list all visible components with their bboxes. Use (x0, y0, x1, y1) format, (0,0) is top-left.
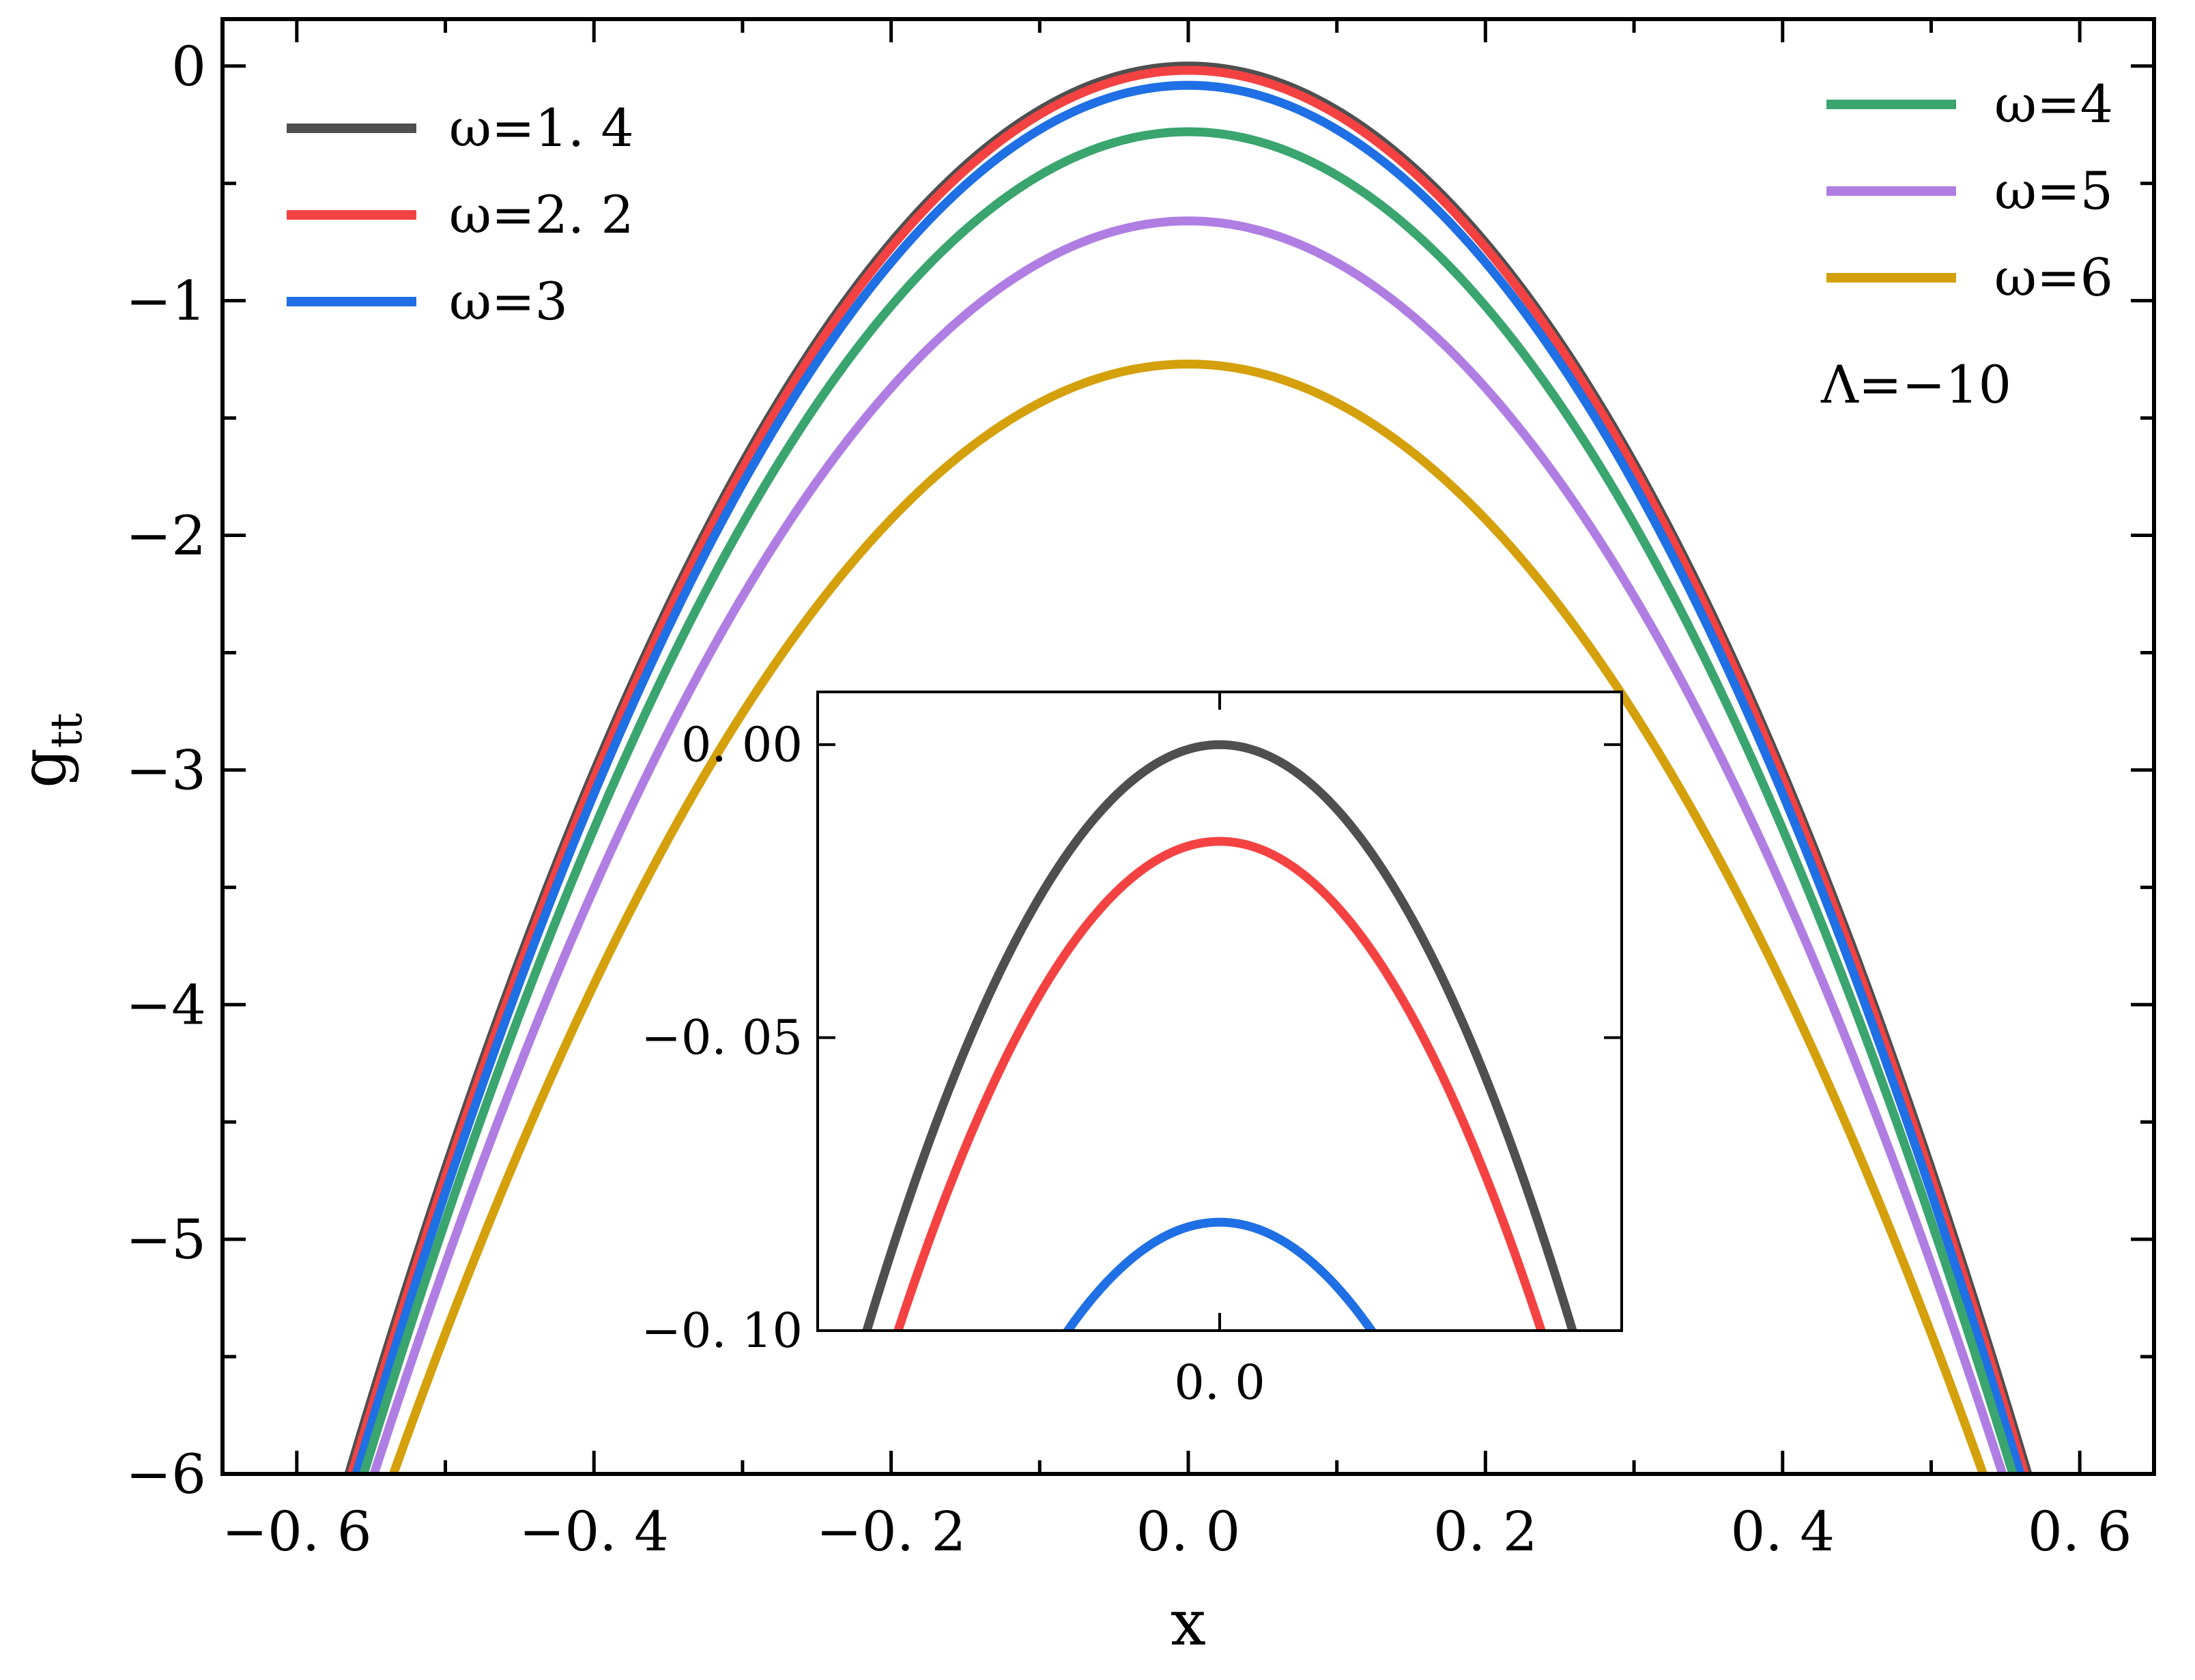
legend-label: ω=6 (1994, 247, 2113, 308)
series-line-6 (388, 359, 1988, 1474)
inset-curves (862, 740, 1577, 1331)
legend-label: ω=3 (449, 271, 568, 332)
y-tick-label: −1 (126, 270, 206, 333)
y-tick-label: 0 (171, 35, 206, 98)
x-tick-label: −0. 2 (816, 1500, 966, 1563)
y-tick-label: −6 (126, 1443, 206, 1506)
y-tick-label: −5 (126, 1208, 206, 1271)
legend-label: ω=2. 2 (449, 184, 634, 245)
inset-y-tick-label: −0. 10 (641, 1303, 803, 1359)
inset-y-tick-label: −0. 05 (641, 1010, 803, 1066)
inset-plot-area (818, 692, 1622, 1331)
series-line-2 (347, 66, 2030, 1474)
main-curves (344, 61, 2033, 1474)
series-line-4 (359, 127, 2018, 1474)
legend-label: ω=4 (1994, 74, 2113, 134)
x-tick-label: 0. 0 (1136, 1500, 1241, 1563)
x-axis-title: x (1171, 1587, 1206, 1660)
y-tick-label: −4 (126, 973, 206, 1037)
main-ticks (223, 19, 2154, 1476)
series-line-3 (352, 81, 2025, 1474)
inset-plot: 0. 0 0. 00 −0. 05 −0. 10 (641, 691, 1623, 1410)
y-axis-title-main: g (7, 748, 80, 788)
x-tick-label: 0. 6 (2028, 1500, 2132, 1563)
x-tick-label: 0. 4 (1730, 1500, 1835, 1563)
lambda-annotation: Λ=−10 (1820, 354, 2011, 415)
x-tick-label: 0. 2 (1433, 1500, 1538, 1563)
y-tick-label: −2 (126, 504, 206, 568)
inset-y-tick-label: 0. 00 (681, 716, 803, 772)
inset-series-line-3 (1062, 1217, 1377, 1331)
x-tick-label: −0. 4 (519, 1500, 669, 1563)
legend-label: ω=1. 4 (449, 98, 634, 158)
legend-label: ω=5 (1994, 160, 2113, 221)
y-axis-title: gtt (7, 713, 92, 789)
series-line-5 (369, 216, 2007, 1474)
x-tick-label: −0. 6 (222, 1500, 372, 1563)
svg-text:gtt: gtt (7, 713, 92, 789)
legend-right: ω=4 ω=5 ω=6 (1826, 74, 2113, 308)
y-axis-title-subscript: tt (42, 713, 92, 749)
legend-left: ω=1. 4 ω=2. 2 ω=3 (287, 98, 634, 332)
main-tick-labels: −0. 6 −0. 4 −0. 2 0. 0 0. 2 0. 4 0. 6 0 −1 −2 −3 −4… (126, 35, 2132, 1563)
inset-series-line-1 (862, 740, 1577, 1331)
inset-tick-labels: 0. 0 0. 00 −0. 05 −0. 10 (641, 716, 1265, 1410)
inset-ticks (818, 692, 1622, 1332)
inset-x-tick-label: 0. 0 (1174, 1355, 1265, 1410)
inset-series-line-2 (893, 837, 1547, 1331)
y-tick-label: −3 (126, 738, 206, 802)
